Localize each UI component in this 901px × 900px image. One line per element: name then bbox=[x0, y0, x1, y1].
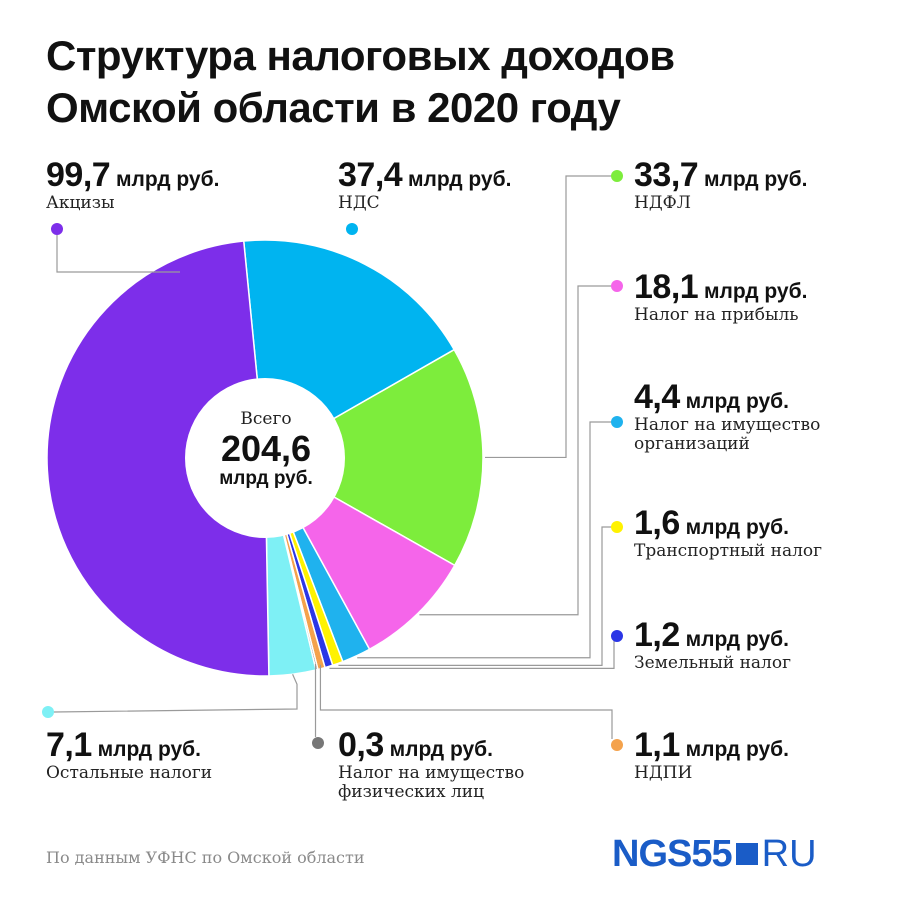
legend-dot-6 bbox=[611, 739, 623, 751]
slice-name-6: НДПИ bbox=[634, 763, 693, 783]
slice-label-4: 1,6 млрд руб. Транспортный налог bbox=[634, 506, 823, 562]
legend-dot-2 bbox=[611, 280, 623, 292]
chart-title: Структура налоговых доходов Омской облас… bbox=[46, 30, 866, 134]
legend-dot-4 bbox=[611, 521, 623, 533]
slice-value-number-9: 99,7 bbox=[46, 156, 111, 194]
slice-value-number-4: 1,6 bbox=[634, 504, 680, 542]
legend-dot-0 bbox=[346, 223, 358, 235]
slice-label-9: 99,7 млрд руб. Акцизы bbox=[46, 158, 220, 214]
leader-line-4 bbox=[338, 526, 611, 666]
slice-value-8: 7,1 млрд руб. bbox=[46, 728, 212, 765]
leader-line-1 bbox=[484, 175, 611, 459]
slice-value-5: 1,2 млрд руб. bbox=[634, 618, 791, 655]
slice-value-unit-8: млрд руб. bbox=[91, 738, 201, 761]
slice-name-3-line-2: организаций bbox=[634, 434, 750, 454]
slice-value-number-0: 37,4 bbox=[338, 156, 403, 194]
slice-label-7: 0,3 млрд руб. Налог на имущество физически… bbox=[338, 728, 525, 803]
slice-value-unit-6: млрд руб. bbox=[679, 738, 789, 761]
leader-line-6 bbox=[319, 664, 613, 739]
slice-value-1: 33,7 млрд руб. bbox=[634, 158, 808, 195]
title-line-2: Омской области в 2020 году bbox=[46, 84, 621, 131]
leader-line-9 bbox=[56, 235, 180, 273]
total-label: Всего 204,6 млрд руб. bbox=[186, 408, 346, 490]
ngs55-logo: NGS55 RU bbox=[612, 832, 817, 876]
slice-value-4: 1,6 млрд руб. bbox=[634, 506, 822, 543]
logo-suffix: RU bbox=[761, 833, 817, 875]
slice-value-unit-9: млрд руб. bbox=[110, 168, 220, 191]
pie-slice-1 bbox=[263, 348, 484, 567]
slice-name-3-line-1: Налог на имущество bbox=[634, 415, 821, 435]
slice-name-7-line-1: Налог на имущество bbox=[338, 763, 525, 783]
pie-slice-9 bbox=[46, 240, 270, 677]
legend-dot-7 bbox=[312, 737, 324, 749]
slice-label-6: 1,1 млрд руб. НДПИ bbox=[634, 728, 789, 784]
leader-line-8 bbox=[53, 674, 298, 713]
slice-value-unit-5: млрд руб. bbox=[679, 628, 789, 651]
slice-value-number-3: 4,4 bbox=[634, 378, 680, 416]
slice-value-unit-0: млрд руб. bbox=[402, 168, 512, 191]
leader-lines bbox=[42, 170, 623, 751]
slice-name-1: НДФЛ bbox=[634, 193, 691, 213]
slice-value-unit-1: млрд руб. bbox=[698, 168, 808, 191]
slice-value-number-8: 7,1 bbox=[46, 726, 92, 764]
slice-name-0: НДС bbox=[338, 193, 380, 213]
total-unit: млрд руб. bbox=[219, 468, 313, 489]
legend-dot-3 bbox=[611, 416, 623, 428]
title-line-1: Структура налоговых доходов bbox=[46, 32, 675, 79]
slice-value-9: 99,7 млрд руб. bbox=[46, 158, 220, 195]
slice-value-7: 0,3 млрд руб. bbox=[338, 728, 524, 765]
slice-value-unit-3: млрд руб. bbox=[679, 390, 789, 413]
legend-dot-5 bbox=[611, 630, 623, 642]
slice-label-8: 7,1 млрд руб. Остальные налоги bbox=[46, 728, 213, 784]
slice-value-number-1: 33,7 bbox=[634, 156, 699, 194]
logo-square-icon bbox=[735, 843, 758, 865]
slice-name-5: Земельный налог bbox=[634, 653, 791, 673]
slice-value-unit-7: млрд руб. bbox=[383, 738, 493, 761]
slice-value-number-2: 18,1 bbox=[634, 268, 699, 306]
slice-value-3: 4,4 млрд руб. bbox=[634, 380, 820, 417]
slice-label-1: 33,7 млрд руб. НДФЛ bbox=[634, 158, 808, 214]
slice-name-7-line-2: физических лиц bbox=[338, 782, 485, 802]
slice-label-0: 37,4 млрд руб. НДС bbox=[338, 158, 512, 214]
leader-line-2 bbox=[419, 285, 611, 616]
leader-line-3 bbox=[357, 421, 611, 659]
slice-name-8: Остальные налоги bbox=[46, 763, 213, 783]
slice-value-0: 37,4 млрд руб. bbox=[338, 158, 512, 195]
slice-value-number-5: 1,2 bbox=[634, 616, 680, 654]
slice-value-number-6: 1,1 bbox=[634, 726, 680, 764]
total-caption: Всего bbox=[240, 409, 292, 429]
slice-label-5: 1,2 млрд руб. Земельный налог bbox=[634, 618, 791, 674]
slice-value-6: 1,1 млрд руб. bbox=[634, 728, 789, 765]
logo-brand: NGS55 bbox=[612, 833, 733, 875]
legend-dot-8 bbox=[42, 706, 54, 718]
source-note: По данным УФНС по Омской области bbox=[46, 848, 365, 867]
slice-value-unit-2: млрд руб. bbox=[698, 280, 808, 303]
slice-name-4: Транспортный налог bbox=[634, 541, 823, 561]
slice-label-2: 18,1 млрд руб. Налог на прибыль bbox=[634, 270, 808, 326]
legend-dot-9 bbox=[51, 223, 63, 235]
legend-dot-1 bbox=[611, 170, 623, 182]
donut-hole bbox=[185, 378, 345, 538]
total-value: 204,6 bbox=[220, 428, 312, 469]
slice-name-2: Налог на прибыль bbox=[634, 305, 799, 325]
slice-value-2: 18,1 млрд руб. bbox=[634, 270, 808, 307]
slice-label-3: 4,4 млрд руб. Налог на имущество организац… bbox=[634, 380, 821, 455]
slice-value-unit-4: млрд руб. bbox=[679, 516, 789, 539]
slice-value-number-7: 0,3 bbox=[338, 726, 384, 764]
slice-name-9: Акцизы bbox=[46, 193, 115, 213]
